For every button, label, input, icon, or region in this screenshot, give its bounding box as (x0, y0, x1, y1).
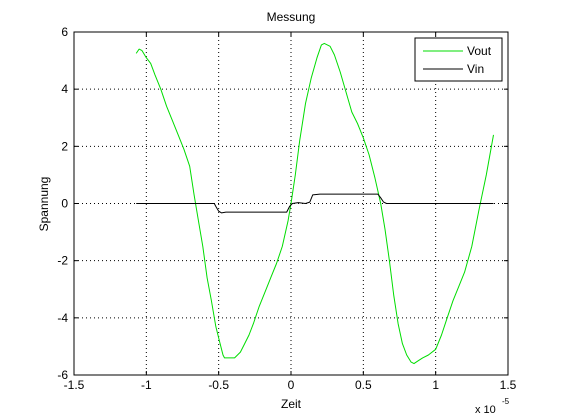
x-exponent-label: x 10 (475, 404, 496, 416)
legend-label-vout: Vout (467, 44, 492, 58)
x-tick-label: 0.5 (355, 378, 372, 392)
series-line-vout (135, 42, 494, 365)
series-lines (135, 42, 494, 365)
y-tick-label: 4 (61, 82, 68, 96)
x-tick-label: 0 (288, 378, 295, 392)
x-tick-label: -1 (141, 378, 152, 392)
x-exponent-power: -5 (502, 397, 510, 406)
legend-box (414, 37, 503, 82)
y-axis-label: Spannung (37, 177, 51, 232)
y-tick-label: 6 (61, 25, 68, 39)
y-tick-label: 2 (61, 139, 68, 153)
y-tick-label: -2 (57, 254, 68, 268)
x-tick-label: -1.5 (64, 378, 85, 392)
axis-ticks: -1.5 -1 -0.5 0 0.5 1 1.5 -6 -4 -2 0 2 4 6 (57, 25, 516, 392)
series-line-vin (136, 193, 494, 214)
x-tick-label: 1.5 (500, 378, 517, 392)
chart-title: Messung (267, 10, 316, 24)
legend: Vout Vin (414, 37, 503, 82)
y-tick-label: -6 (57, 368, 68, 382)
y-tick-label: 0 (61, 197, 68, 211)
x-tick-label: -0.5 (208, 378, 229, 392)
x-tick-label: 1 (432, 378, 439, 392)
legend-label-vin: Vin (467, 62, 484, 76)
x-axis-label: Zeit (281, 397, 302, 411)
y-tick-label: -4 (57, 311, 68, 325)
